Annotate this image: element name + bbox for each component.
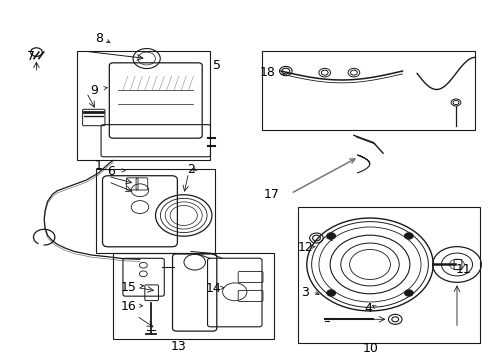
- Text: 9: 9: [90, 84, 98, 97]
- Text: 13: 13: [171, 339, 186, 352]
- Text: 17: 17: [263, 188, 279, 201]
- Text: 12: 12: [297, 241, 312, 255]
- Circle shape: [404, 233, 412, 239]
- Circle shape: [326, 290, 335, 296]
- Text: 4: 4: [364, 302, 372, 315]
- Text: 8: 8: [95, 32, 102, 45]
- Text: 3: 3: [301, 286, 308, 299]
- Bar: [261, 51, 474, 130]
- Text: 6: 6: [107, 165, 115, 177]
- Bar: [113, 253, 273, 339]
- Circle shape: [404, 290, 412, 296]
- Bar: [297, 207, 479, 342]
- Text: 18: 18: [259, 66, 275, 79]
- Text: 5: 5: [212, 59, 221, 72]
- Text: 14: 14: [205, 283, 221, 296]
- Text: 7: 7: [26, 50, 35, 63]
- Bar: [77, 51, 210, 160]
- Bar: [96, 169, 215, 253]
- Text: 11: 11: [454, 263, 470, 276]
- Text: 1: 1: [95, 159, 102, 172]
- Text: 2: 2: [187, 163, 195, 176]
- Text: 16: 16: [121, 300, 136, 313]
- Text: 10: 10: [362, 342, 378, 355]
- Circle shape: [326, 233, 335, 239]
- Text: 15: 15: [121, 281, 137, 294]
